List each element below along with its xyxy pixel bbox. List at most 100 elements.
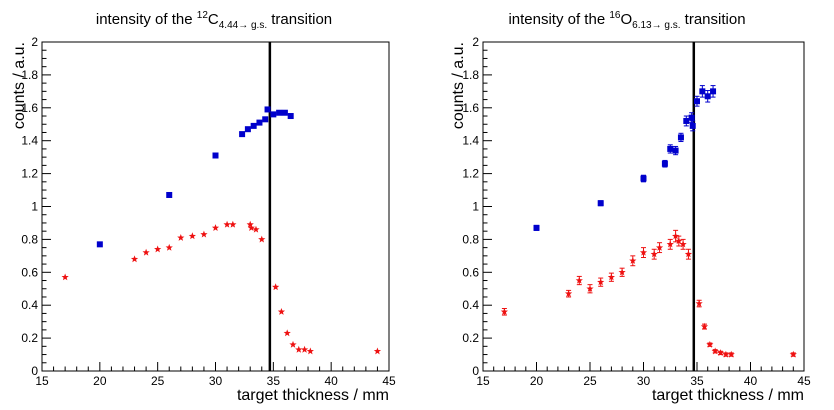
data-point-star: [675, 237, 683, 245]
chart-title-sub: 6.13→ g.s.: [632, 20, 680, 31]
data-point-star: [289, 340, 297, 348]
data-point-star: [575, 276, 583, 284]
y-tick-label: 0.4: [21, 298, 38, 312]
data-point-square: [699, 88, 706, 95]
data-point-star: [564, 289, 573, 297]
data-point-star: [229, 220, 237, 228]
data-point-star: [300, 345, 309, 353]
data-point-star: [639, 248, 648, 256]
data-point-star: [684, 250, 693, 258]
series-squares: [96, 106, 294, 248]
data-point-star: [252, 225, 260, 233]
data-point-star: [61, 273, 69, 281]
data-point-star: [272, 283, 280, 291]
data-point-square: [689, 122, 696, 129]
data-point-square: [667, 145, 674, 152]
chart-title-sub: 4.44→ g.s.: [219, 20, 267, 31]
x-axis-label: target thickness / mm: [652, 387, 804, 404]
data-point-square: [212, 152, 219, 159]
y-tick-label: 1.2: [21, 167, 38, 181]
chart-title-post: transition: [681, 11, 746, 28]
data-point-star: [650, 250, 658, 258]
data-point-star: [671, 232, 680, 240]
y-tick-label: 1.2: [462, 167, 479, 181]
y-tick-label: 0: [31, 364, 38, 378]
x-tick-label: 45: [382, 374, 396, 388]
chart-oxygen-plot: 15 20 25 30 35 40 45 0 0.2 0.4 0.6 0.8 1 1.2 1.4 1.6 1.8…: [450, 10, 811, 404]
data-point-square: [683, 117, 690, 124]
data-point-star: [154, 245, 162, 253]
chart-title-element: O: [620, 11, 632, 28]
y-tick-label: 0.6: [462, 265, 479, 279]
data-point-star: [283, 329, 291, 337]
data-point-star: [373, 347, 382, 355]
data-point-star: [258, 235, 266, 243]
data-point-square: [661, 160, 668, 167]
series-stars: [61, 220, 382, 355]
chart-title-pre: intensity of the: [96, 11, 197, 28]
x-tick-label: 15: [476, 374, 490, 388]
x-tick-label: 45: [797, 374, 811, 388]
data-point-star: [246, 220, 254, 228]
series-stars: [500, 229, 797, 358]
x-tick-label: 25: [151, 374, 165, 388]
data-point-square: [672, 147, 679, 154]
data-point-square: [677, 134, 684, 141]
y-tick-label: 1: [472, 200, 479, 214]
data-point-square: [704, 93, 711, 100]
data-point-square: [239, 131, 246, 138]
x-axis-label: target thickness / mm: [237, 387, 389, 404]
data-point-square: [281, 109, 288, 116]
chart-title-pre: intensity of the: [508, 11, 609, 28]
data-point-square: [250, 122, 257, 129]
data-point-star: [277, 307, 286, 315]
y-tick-label: 0.6: [21, 265, 38, 279]
x-tick-label: 35: [690, 374, 704, 388]
plot-frame: [41, 41, 390, 372]
data-point-star: [722, 350, 730, 358]
data-point-square: [262, 116, 269, 123]
data-point-square: [96, 241, 103, 248]
data-point-star: [247, 224, 255, 231]
y-tick-label: 0.4: [462, 298, 479, 312]
data-point-star: [177, 233, 185, 241]
data-point-square: [597, 200, 604, 207]
data-point-square: [694, 98, 700, 105]
data-point-star: [306, 347, 314, 355]
data-point-square: [640, 175, 647, 182]
x-tick-label: 30: [637, 374, 651, 388]
data-point-square: [710, 88, 717, 95]
data-point-star: [188, 232, 196, 240]
data-point-star: [655, 243, 664, 251]
data-point-star: [211, 224, 220, 231]
y-tick-label: 1.6: [462, 101, 479, 115]
y-tick-label: 1.4: [462, 134, 479, 148]
x-tick-label: 35: [267, 374, 281, 388]
data-point-star: [629, 256, 637, 264]
data-point-square: [688, 114, 695, 121]
data-point-star: [586, 284, 594, 292]
data-point-square: [256, 119, 263, 126]
data-point-star: [618, 268, 626, 276]
chart-carbon-plot: 15 20 25 30 35 40 45 0 0.2 0.4 0.6 0.8 1 1.2 1.4 1.6 1.8…: [11, 10, 396, 404]
plot-frame: [482, 41, 805, 372]
x-tick-label: 30: [209, 374, 223, 388]
y-tick-label: 1.8: [21, 68, 38, 82]
data-point-square: [244, 126, 251, 133]
data-point-star: [700, 322, 709, 330]
y-tick-label: 2: [472, 35, 479, 49]
data-point-square: [287, 113, 294, 120]
x-tick-label: 20: [530, 374, 544, 388]
y-axis-label: counts / a.u.: [450, 42, 467, 129]
y-tick-label: 1.4: [21, 134, 38, 148]
data-point-star: [500, 307, 509, 315]
data-point-square: [533, 224, 540, 231]
chart-title: intensity of the 16O6.13→ g.s. transitio…: [508, 10, 745, 31]
y-tick-label: 0: [472, 364, 479, 378]
x-tick-label: 40: [324, 374, 338, 388]
series-squares: [533, 85, 717, 231]
chart-title-sup: 16: [609, 10, 621, 21]
x-tick-label: 40: [744, 374, 758, 388]
y-tick-label: 1: [31, 200, 38, 214]
y-axis-label: counts / a.u.: [11, 42, 28, 129]
